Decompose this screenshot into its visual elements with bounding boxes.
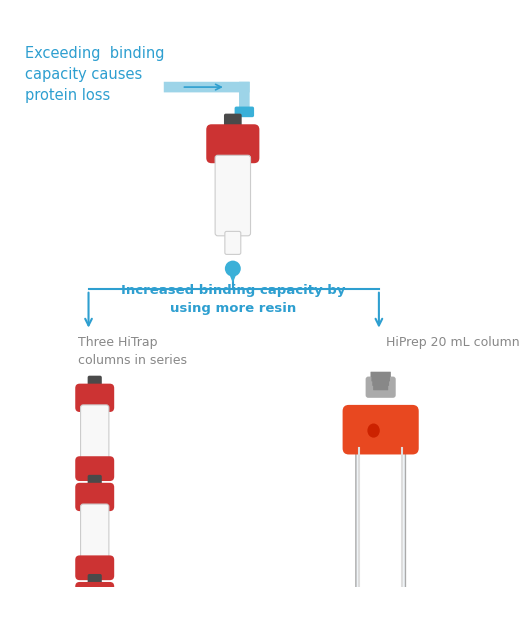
FancyBboxPatch shape bbox=[206, 124, 259, 163]
FancyBboxPatch shape bbox=[88, 574, 102, 588]
FancyBboxPatch shape bbox=[80, 504, 109, 563]
Text: Exceeding  binding
capacity causes
protein loss: Exceeding binding capacity causes protei… bbox=[25, 46, 165, 103]
FancyBboxPatch shape bbox=[75, 555, 114, 580]
FancyBboxPatch shape bbox=[75, 483, 114, 511]
Text: Three HiTrap
columns in series: Three HiTrap columns in series bbox=[78, 336, 187, 367]
FancyBboxPatch shape bbox=[88, 376, 102, 390]
Polygon shape bbox=[227, 270, 238, 283]
FancyBboxPatch shape bbox=[359, 450, 403, 619]
FancyBboxPatch shape bbox=[224, 113, 242, 131]
FancyBboxPatch shape bbox=[370, 372, 391, 377]
FancyBboxPatch shape bbox=[75, 456, 114, 481]
FancyBboxPatch shape bbox=[80, 603, 109, 623]
FancyBboxPatch shape bbox=[75, 384, 114, 412]
FancyBboxPatch shape bbox=[343, 405, 419, 454]
FancyBboxPatch shape bbox=[75, 582, 114, 611]
FancyBboxPatch shape bbox=[164, 82, 250, 92]
Text: Increased binding capacity by
using more resin: Increased binding capacity by using more… bbox=[121, 283, 345, 315]
FancyBboxPatch shape bbox=[215, 155, 251, 236]
FancyBboxPatch shape bbox=[80, 405, 109, 464]
FancyBboxPatch shape bbox=[343, 615, 419, 623]
FancyBboxPatch shape bbox=[234, 107, 254, 117]
FancyBboxPatch shape bbox=[371, 376, 390, 381]
FancyBboxPatch shape bbox=[366, 376, 396, 398]
Circle shape bbox=[225, 260, 241, 277]
Ellipse shape bbox=[367, 424, 380, 437]
FancyBboxPatch shape bbox=[372, 381, 389, 386]
FancyBboxPatch shape bbox=[239, 82, 250, 108]
FancyBboxPatch shape bbox=[356, 449, 405, 621]
FancyBboxPatch shape bbox=[88, 475, 102, 489]
FancyBboxPatch shape bbox=[373, 385, 388, 390]
Text: HiPrep 20 mL column: HiPrep 20 mL column bbox=[386, 336, 519, 349]
FancyBboxPatch shape bbox=[225, 231, 241, 254]
